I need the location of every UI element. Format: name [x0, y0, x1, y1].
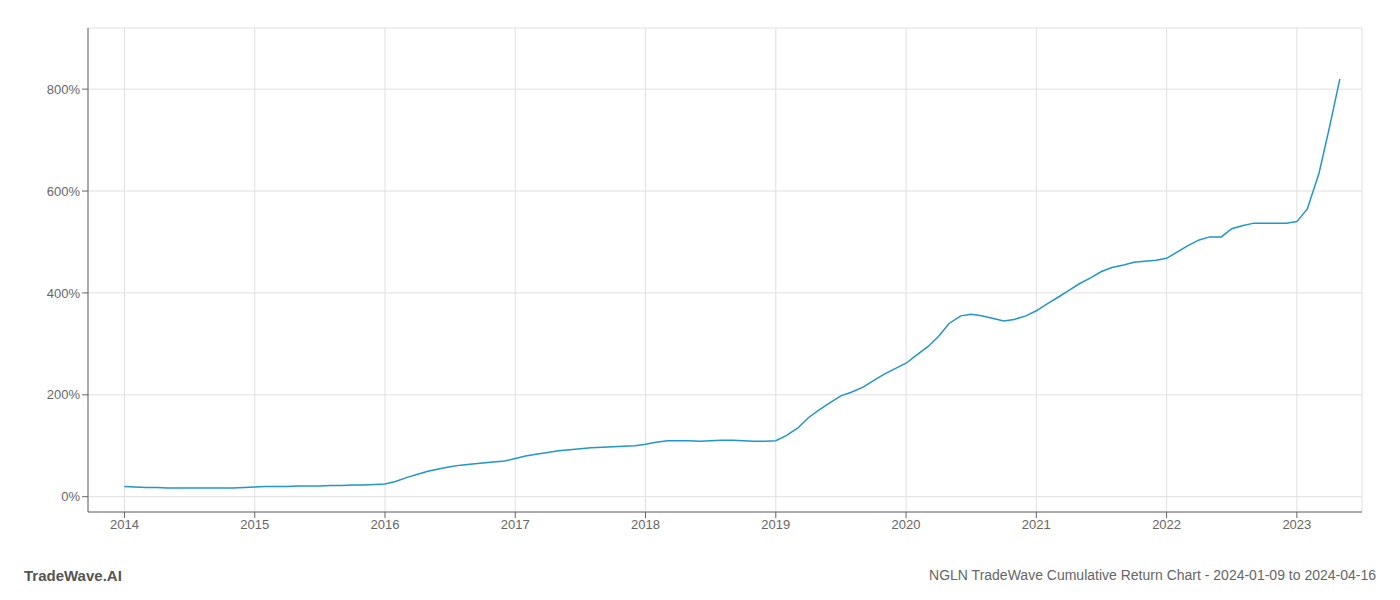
html-text:NGLN TradeWave Cumulative Retu: NGLN TradeWave Cumulative Return Chart -…: [929, 567, 1376, 583]
svg-text:600%: 600%: [47, 184, 81, 199]
svg-text:2021: 2021: [1022, 517, 1051, 532]
svg-text:2017: 2017: [501, 517, 530, 532]
svg-text:2022: 2022: [1152, 517, 1181, 532]
svg-text:2014: 2014: [110, 517, 139, 532]
svg-text:2016: 2016: [371, 517, 400, 532]
svg-text:800%: 800%: [47, 82, 81, 97]
svg-text:400%: 400%: [47, 286, 81, 301]
svg-text:2019: 2019: [761, 517, 790, 532]
html-text:TradeWave.AI: TradeWave.AI: [24, 566, 122, 584]
svg-text:2023: 2023: [1282, 517, 1311, 532]
svg-text:2015: 2015: [240, 517, 269, 532]
svg-text:2018: 2018: [631, 517, 660, 532]
svg-text:200%: 200%: [47, 387, 81, 402]
svg-text:0%: 0%: [61, 489, 80, 504]
svg-text:2020: 2020: [892, 517, 921, 532]
